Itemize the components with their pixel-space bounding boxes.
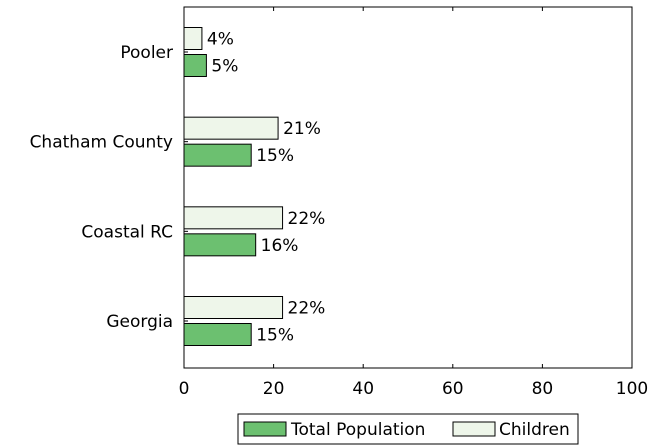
data-label-total-population-georgia: 15% [256, 326, 294, 346]
legend-label-total-population: Total Population [290, 420, 425, 440]
bar-children-georgia [183, 296, 284, 319]
x-tick-label: 0 [179, 379, 190, 399]
y-axis-categories: Pooler Chatham County Coastal RC Georgia [30, 43, 173, 332]
x-tick-label: 100 [616, 379, 648, 399]
legend-frame [237, 413, 579, 445]
data-label-total-population-coastal-rc: 16% [261, 236, 299, 256]
category-label-georgia: Georgia [106, 312, 173, 332]
bar-total-population-chatham-county [183, 143, 252, 167]
x-tick-label: 60 [442, 379, 464, 399]
category-label-coastal-rc: Coastal RC [81, 222, 173, 242]
category-label-pooler: Pooler [120, 43, 173, 63]
x-tick-label: 40 [352, 379, 374, 399]
bar-children-coastal-rc [183, 206, 284, 230]
data-label-children-pooler: 4% [207, 30, 234, 50]
bar-total-population-georgia [183, 323, 252, 346]
category-label-chatham-county: Chatham County [30, 133, 173, 153]
bar-total-population-pooler [183, 54, 207, 77]
legend-label-children: Children [499, 420, 570, 440]
data-label-children-georgia: 22% [288, 299, 326, 319]
data-label-children-coastal-rc: 22% [288, 209, 326, 229]
x-tick-label: 80 [532, 379, 554, 399]
legend-swatch-children [452, 421, 496, 437]
legend-swatch-total-population [243, 421, 287, 437]
bar-total-population-coastal-rc [183, 233, 257, 257]
data-label-total-population-pooler: 5% [211, 57, 238, 77]
data-label-total-population-chatham-county: 15% [256, 146, 294, 166]
plot-area-frame [183, 6, 633, 369]
bars-layer: 4% 5% 21% 15% 22% 16% 22% 15% [183, 27, 326, 346]
data-label-children-chatham-county: 21% [283, 119, 321, 139]
x-axis: 0 20 40 60 80 100 [179, 7, 648, 399]
bar-children-chatham-county [183, 116, 279, 140]
x-tick-label: 20 [263, 379, 285, 399]
legend: Total Population Children [237, 413, 579, 445]
bar-children-pooler [183, 27, 203, 50]
